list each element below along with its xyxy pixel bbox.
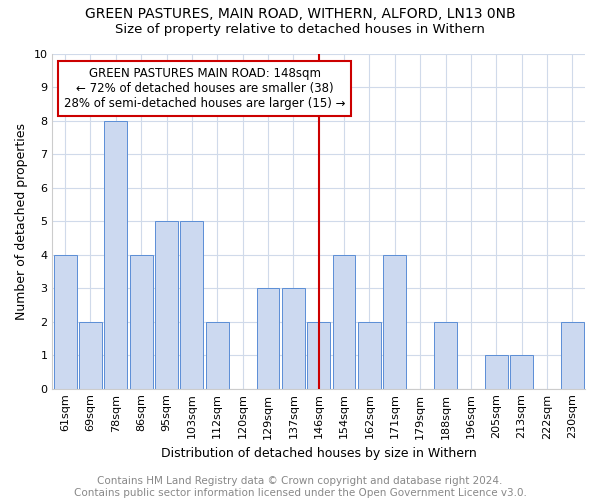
Bar [155, 222, 178, 388]
Bar [561, 322, 584, 388]
Bar [130, 255, 152, 388]
Bar [104, 121, 127, 388]
Bar [206, 322, 229, 388]
Text: Size of property relative to detached houses in Withern: Size of property relative to detached ho… [115, 22, 485, 36]
Bar [510, 355, 533, 388]
Bar [181, 222, 203, 388]
Bar [79, 322, 102, 388]
X-axis label: Distribution of detached houses by size in Withern: Distribution of detached houses by size … [161, 447, 476, 460]
Bar [257, 288, 280, 388]
Text: GREEN PASTURES, MAIN ROAD, WITHERN, ALFORD, LN13 0NB: GREEN PASTURES, MAIN ROAD, WITHERN, ALFO… [85, 8, 515, 22]
Bar [332, 255, 355, 388]
Y-axis label: Number of detached properties: Number of detached properties [15, 123, 28, 320]
Bar [434, 322, 457, 388]
Bar [282, 288, 305, 388]
Text: Contains HM Land Registry data © Crown copyright and database right 2024.
Contai: Contains HM Land Registry data © Crown c… [74, 476, 526, 498]
Text: GREEN PASTURES MAIN ROAD: 148sqm
← 72% of detached houses are smaller (38)
28% o: GREEN PASTURES MAIN ROAD: 148sqm ← 72% o… [64, 68, 346, 110]
Bar [485, 355, 508, 388]
Bar [358, 322, 381, 388]
Bar [383, 255, 406, 388]
Bar [53, 255, 77, 388]
Bar [307, 322, 330, 388]
